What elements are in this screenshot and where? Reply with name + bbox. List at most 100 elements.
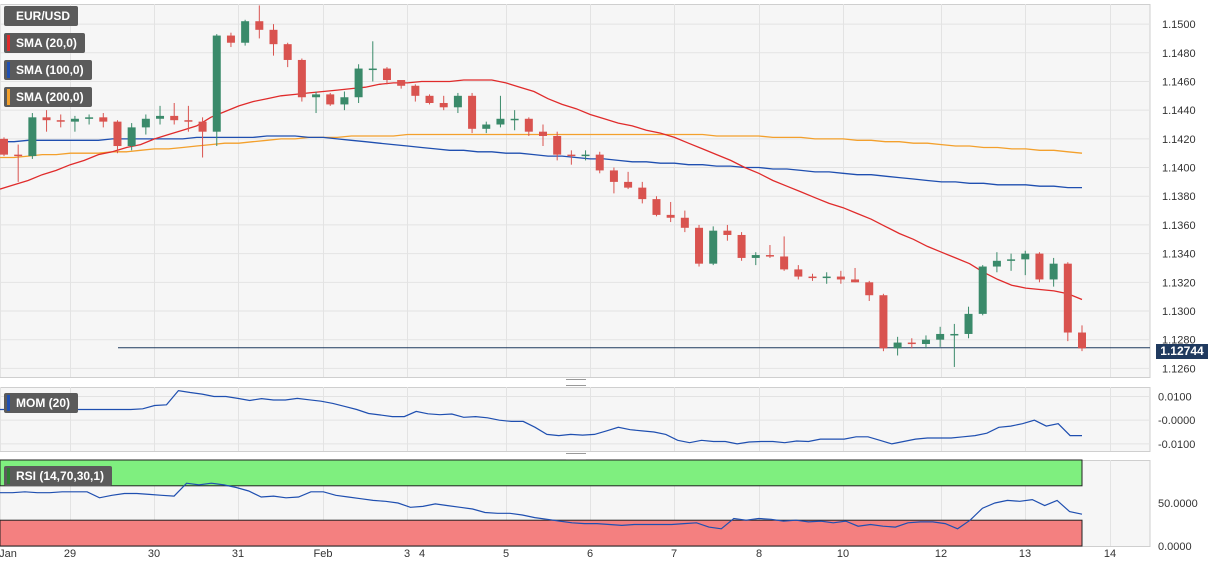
candle-body	[695, 227, 704, 264]
current-price-label: 1.12744	[1156, 344, 1208, 359]
candle-body	[680, 217, 689, 228]
y-tick-label: 1.1480	[1162, 48, 1196, 60]
candlesticks	[0, 5, 1086, 367]
candle-body	[439, 102, 448, 108]
candle-body	[156, 115, 165, 119]
candle-body	[283, 44, 292, 60]
y-tick-label: 1.1260	[1162, 363, 1196, 375]
candle-body	[624, 181, 633, 188]
legend-sma200[interactable]: SMA (200,0)	[4, 87, 92, 107]
x-tick-label: Feb	[314, 548, 333, 560]
candle-body	[1007, 259, 1016, 261]
candle-body	[0, 138, 8, 155]
sma-20-line	[0, 79, 1083, 301]
y-tick-label: 1.1300	[1162, 306, 1196, 318]
legend-mom[interactable]: MOM (20)	[4, 393, 78, 413]
candle-body	[28, 117, 37, 157]
candle-body	[978, 266, 987, 314]
candle-body	[638, 187, 647, 200]
candle-body	[397, 80, 406, 86]
candle-body	[496, 118, 505, 125]
legend-swatch	[7, 395, 10, 411]
y-tick-label: 50.0000	[1158, 498, 1198, 510]
legend-eurusd[interactable]: EUR/USD	[4, 6, 79, 26]
grid-lines	[0, 4, 1150, 546]
y-tick-label: 1.1360	[1162, 220, 1196, 232]
candle-body	[539, 131, 547, 136]
x-tick-label: Jan	[0, 548, 17, 560]
candle-body	[99, 117, 108, 122]
candle-body	[666, 214, 675, 218]
legend-label: SMA (100,0)	[16, 63, 84, 77]
momentum-line	[0, 389, 1082, 445]
rsi-overbought-zone	[0, 459, 1083, 487]
candle-body	[737, 234, 746, 258]
candle-body	[780, 256, 789, 270]
legend-swatch	[7, 62, 10, 78]
candle-body	[255, 21, 264, 30]
candle-body	[340, 97, 349, 105]
candle-body	[127, 127, 136, 147]
x-tick-label: 5	[503, 548, 509, 560]
candle-body	[241, 21, 250, 43]
y-tick-label: -0.0100	[1158, 439, 1195, 451]
indicator-lines	[0, 389, 1083, 530]
candle-body	[794, 269, 803, 277]
rsi-oversold-zone	[0, 519, 1083, 547]
candle-body	[652, 199, 661, 215]
y-tick-label: -0.0000	[1158, 415, 1195, 427]
legend-swatch	[7, 8, 10, 24]
legend-label: MOM (20)	[16, 396, 70, 410]
panel-resize-handle[interactable]	[566, 453, 586, 460]
x-tick-label: 4	[419, 548, 425, 560]
candle-body	[113, 121, 122, 147]
candle-body	[368, 68, 377, 71]
candle-body	[425, 95, 434, 103]
candle-body	[1078, 332, 1086, 349]
candle-body	[893, 342, 902, 349]
y-tick-label: 1.1380	[1162, 191, 1196, 203]
candle-body	[70, 118, 79, 122]
candle-body	[269, 29, 278, 45]
candle-body	[297, 59, 306, 98]
candle-body	[1021, 253, 1030, 260]
candle-body	[836, 276, 845, 280]
legend-swatch	[7, 89, 10, 105]
candle-body	[56, 120, 65, 122]
candle-body	[936, 333, 945, 340]
y-tick-label: 1.1440	[1162, 105, 1196, 117]
y-axis-tick-labels: 1.1500 1.1480 1.1460 1.1440 1.1420 1.1400 1.13…	[1158, 19, 1198, 553]
candle-body	[510, 118, 519, 121]
candle-body	[709, 230, 718, 264]
panel-frame	[0, 387, 1151, 452]
y-tick-label: 1.1400	[1162, 163, 1196, 175]
candle-body	[14, 154, 23, 157]
x-tick-label: 13	[1019, 548, 1031, 560]
candle-body	[865, 282, 874, 296]
y-tick-label: 0.0100	[1158, 391, 1192, 403]
panel-resize-handle[interactable]	[566, 379, 586, 386]
candle-body	[609, 170, 618, 182]
legend-sma100[interactable]: SMA (100,0)	[4, 60, 92, 80]
legend-rsi[interactable]: RSI (14,70,30,1)	[4, 466, 113, 486]
candle-body	[553, 135, 562, 155]
candle-body	[212, 35, 221, 132]
x-tick-label: 7	[671, 548, 677, 560]
x-tick-label: 6	[587, 548, 593, 560]
candle-body	[992, 260, 1001, 267]
x-tick-label: 14	[1104, 548, 1116, 560]
candle-body	[595, 154, 604, 171]
candle-body	[524, 118, 533, 132]
legend-swatch	[7, 35, 10, 51]
candle-body	[42, 117, 51, 121]
candle-body	[141, 118, 150, 128]
candle-body	[85, 117, 94, 119]
x-tick-label: 29	[64, 548, 76, 560]
candle-body	[312, 94, 321, 98]
candle-body	[567, 154, 576, 157]
x-tick-label: 12	[935, 548, 947, 560]
candle-body	[1049, 263, 1058, 280]
legend-sma20[interactable]: SMA (20,0)	[4, 33, 85, 53]
candle-body	[921, 339, 930, 345]
candle-body	[964, 313, 973, 334]
